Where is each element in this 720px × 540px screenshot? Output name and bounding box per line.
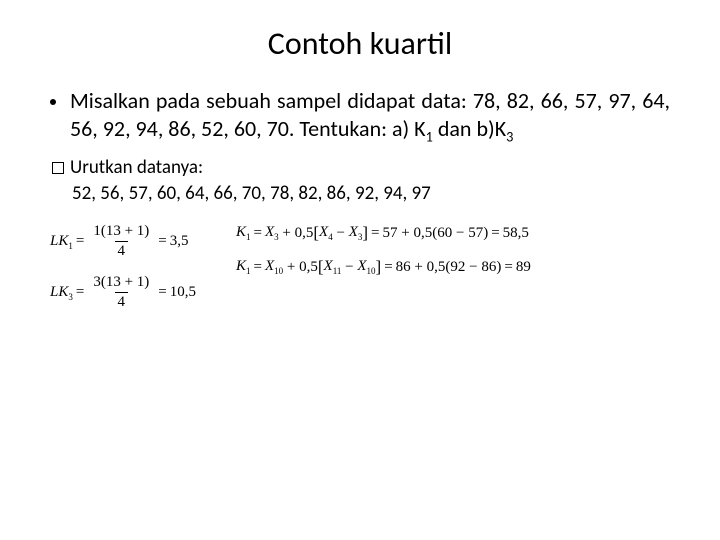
- checkbox-item: Urutkan datanya:: [52, 156, 670, 181]
- bullet-item: Misalkan pada sebuah sampel didapat data…: [50, 87, 670, 146]
- equals-sign: =: [76, 233, 84, 250]
- minus: −: [341, 259, 357, 276]
- x-next: X11: [324, 258, 342, 276]
- bracket-close-icon: ]: [362, 223, 368, 243]
- formula-k3: K1 = X10 + 0,5 [ X11 − X10 ] = 86 + 0,5 …: [236, 257, 670, 277]
- paren-close-icon: ): [496, 259, 501, 276]
- formulas-right-column: K1 = X3 + 0,5 [ X4 − X3 ] = 57 + 0,5 ( 6…: [236, 223, 670, 325]
- result: 58,5: [503, 225, 529, 242]
- result: 89: [516, 259, 531, 276]
- formulas-left-column: LK1 = 1(13 + 1) 4 = 3,5 LK3 = 3(13 + 1) …: [50, 223, 196, 325]
- bullet-text: Misalkan pada sebuah sampel didapat data…: [70, 87, 670, 146]
- coef2: 0,5: [427, 259, 446, 276]
- minus: −: [452, 225, 468, 242]
- plus: +: [279, 225, 295, 242]
- equals-sign: =: [254, 259, 262, 276]
- minus: −: [465, 259, 481, 276]
- formula-k1: K1 = X3 + 0,5 [ X4 − X3 ] = 57 + 0,5 ( 6…: [236, 223, 670, 243]
- x-base: X10: [265, 258, 283, 276]
- fraction: 3(13 + 1) 4: [90, 274, 152, 311]
- plus: +: [283, 259, 299, 276]
- x-prev: X3: [349, 224, 363, 242]
- bracket-close-icon: ]: [376, 257, 382, 277]
- diff-a: 92: [450, 259, 465, 276]
- var: LK1: [50, 233, 73, 251]
- equals-sign: =: [254, 225, 262, 242]
- formula-lk3: LK3 = 3(13 + 1) 4 = 10,5: [50, 274, 196, 311]
- val-base: 86: [396, 259, 411, 276]
- sorted-data: 52, 56, 57, 60, 64, 66, 70, 78, 82, 86, …: [72, 182, 670, 205]
- var: LK3: [50, 284, 73, 302]
- slide-title: Contoh kuartil: [50, 24, 670, 63]
- checkbox-icon: [52, 162, 64, 174]
- var: K1: [236, 258, 251, 276]
- paren-close-icon: ): [483, 225, 488, 242]
- plus: +: [411, 259, 427, 276]
- plus: +: [398, 225, 414, 242]
- equals-sign: =: [491, 225, 499, 242]
- equals-sign: =: [504, 259, 512, 276]
- equals-sign: =: [158, 233, 166, 250]
- equals-sign: =: [371, 225, 379, 242]
- x-base: X3: [265, 224, 279, 242]
- var: K1: [236, 224, 251, 242]
- result: 3,5: [170, 233, 189, 250]
- equals-sign: =: [76, 284, 84, 301]
- x-prev: X10: [357, 258, 375, 276]
- fraction: 1(13 + 1) 4: [90, 223, 152, 260]
- coef2: 0,5: [413, 225, 432, 242]
- x-next: X4: [319, 224, 333, 242]
- val-base: 57: [383, 225, 398, 242]
- diff-b: 86: [481, 259, 496, 276]
- urutkan-label: Urutkan datanya:: [70, 156, 203, 181]
- equals-sign: =: [384, 259, 392, 276]
- minus: −: [333, 225, 349, 242]
- coef: 0,5: [295, 225, 314, 242]
- formula-block: LK1 = 1(13 + 1) 4 = 3,5 LK3 = 3(13 + 1) …: [50, 223, 670, 325]
- result: 10,5: [170, 284, 196, 301]
- diff-a: 60: [437, 225, 452, 242]
- coef: 0,5: [299, 259, 318, 276]
- equals-sign: =: [158, 284, 166, 301]
- formula-lk1: LK1 = 1(13 + 1) 4 = 3,5: [50, 223, 196, 260]
- diff-b: 57: [468, 225, 483, 242]
- bullet-dot-icon: [50, 99, 56, 105]
